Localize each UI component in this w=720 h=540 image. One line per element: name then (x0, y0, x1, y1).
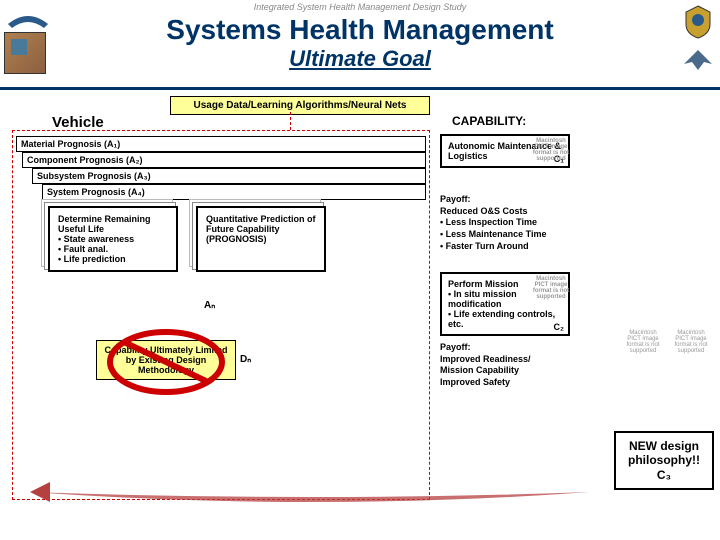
vehicle-label: Vehicle (52, 114, 104, 131)
dn-label: Dₙ (240, 354, 251, 365)
inner-row: Determine Remaining Useful Life • State … (48, 206, 326, 272)
swoosh-arrow-icon (30, 478, 600, 506)
pict-placeholder-icon: Macintosh PICT image format is not suppo… (532, 276, 570, 300)
capability-label: CAPABILITY: (452, 114, 526, 128)
cap2-sub: C₂ (554, 322, 565, 332)
capability-autonomic-box: Autonomic Maintenance & Logistics C₁ Mac… (440, 134, 570, 168)
pict-placeholder-icon: Macintosh PICT image format is not suppo… (532, 138, 570, 162)
an-label: Aₙ (204, 300, 215, 311)
tech-block-icon (4, 32, 46, 74)
determine-box: Determine Remaining Useful Life • State … (48, 206, 178, 272)
new-design-box: NEW design philosophy!! C₃ (614, 431, 714, 490)
payoff-1: Payoff: Reduced O&S Costs • Less Inspect… (440, 194, 590, 252)
prognosis-component: Component Prognosis (A₂) (22, 152, 426, 168)
airforce-icon (680, 44, 716, 74)
design-methodology-box: Capability Ultimately Limited by Existin… (96, 340, 236, 380)
header: Integrated System Health Management Desi… (0, 0, 720, 90)
usage-data-box: Usage Data/Learning Algorithms/Neural Ne… (170, 96, 430, 115)
pict-placeholder-icon: Macintosh PICT image format is not suppo… (672, 330, 710, 354)
pict-placeholder-icon: Macintosh PICT image format is not suppo… (624, 330, 662, 354)
title-sub: Ultimate Goal (0, 46, 720, 72)
capability-mission-box: Perform Mission • In situ mission modifi… (440, 272, 570, 336)
payoff-2: Payoff: Improved Readiness/ Mission Capa… (440, 342, 590, 389)
title-main: Systems Health Management (0, 14, 720, 46)
quantitative-box: Quantitative Prediction of Future Capabi… (196, 206, 326, 272)
content-area: Usage Data/Learning Algorithms/Neural Ne… (0, 90, 720, 520)
prognosis-subsystem: Subsystem Prognosis (A₃) (32, 168, 426, 184)
shield-icon (680, 4, 716, 40)
prognosis-material: Material Prognosis (A₁) (16, 136, 426, 152)
dotted-connector (290, 112, 291, 130)
prognosis-system: System Prognosis (A₄) (42, 184, 426, 200)
header-subtitle: Integrated System Health Management Desi… (0, 0, 720, 12)
